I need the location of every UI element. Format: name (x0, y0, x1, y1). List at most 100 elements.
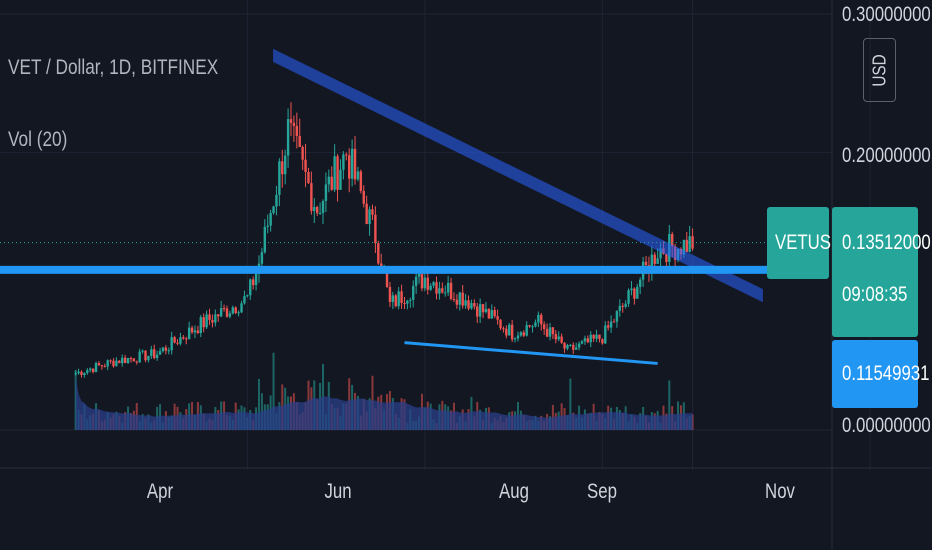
candle-body (231, 307, 234, 314)
candle-body (135, 361, 138, 363)
candle-body (528, 325, 531, 327)
candle-body (671, 233, 674, 247)
symbol-tag[interactable]: VETUSD (767, 207, 843, 279)
candle-body (397, 291, 400, 307)
candle-body (289, 119, 293, 123)
candle-body (150, 349, 153, 356)
time-tick-label: Sep (587, 480, 617, 503)
time-tick-label: Aug (499, 480, 529, 503)
candle-body (548, 327, 552, 337)
symbol-title: VET / Dollar, 1D, BITFINEX (8, 56, 219, 79)
volume-indicator-label[interactable]: Vol (20) (8, 128, 68, 151)
candle-body (89, 368, 92, 371)
candle-body (682, 239, 686, 255)
candle-body (650, 254, 654, 274)
candle-body (324, 184, 328, 202)
candle-body (176, 342, 179, 344)
candle-body (455, 299, 459, 305)
volume-bar (272, 352, 275, 430)
candle-body (77, 371, 80, 374)
candle-body (412, 285, 415, 300)
candle-body (432, 282, 435, 286)
candle-body (106, 360, 109, 367)
candle-body (185, 338, 188, 340)
candle-body (246, 295, 249, 297)
candle-body (362, 190, 365, 204)
candle-body (170, 337, 173, 351)
time-tick-label: Apr (146, 480, 174, 503)
candle-body (336, 156, 339, 190)
candle-body (298, 135, 301, 147)
candle-body (644, 261, 648, 266)
candle-body (438, 288, 441, 294)
candle-body (318, 212, 322, 214)
candle-body (304, 159, 307, 172)
candle-body (281, 161, 284, 175)
candle-body (295, 125, 299, 136)
candle-body (586, 338, 590, 343)
candle-body (109, 360, 112, 362)
price-tick-label: 0.00000000 (842, 414, 931, 437)
candle-body (636, 286, 639, 299)
candle-body (193, 330, 197, 333)
candle-body (272, 206, 275, 214)
candle-body (566, 345, 569, 349)
candle-body (551, 327, 555, 334)
last-price-tag[interactable]: 0.13512000 09:08:35 (832, 207, 931, 337)
candle-body (458, 292, 461, 305)
candle-body (665, 253, 668, 262)
candle-body (138, 351, 141, 363)
candle-body (429, 285, 432, 290)
candle-body (118, 360, 121, 364)
volume-bar (569, 378, 572, 430)
candle-body (385, 272, 389, 287)
candle-body (563, 342, 566, 349)
candle-body (251, 279, 255, 286)
candle-body (534, 322, 537, 327)
candle-body (132, 358, 136, 362)
time-tick-label: Nov (765, 480, 795, 503)
candle-body (225, 308, 229, 317)
candle-body (153, 349, 156, 358)
candle-body (234, 307, 237, 314)
candle-body (228, 313, 232, 317)
candle-body (400, 291, 403, 304)
candle-body (199, 317, 202, 333)
candle-body (283, 155, 287, 175)
candle-body (112, 360, 115, 367)
candle-body (420, 273, 424, 289)
candle-body (461, 292, 464, 306)
candle-body (542, 324, 546, 329)
volume-ma-area (75, 376, 693, 430)
candle-body (478, 304, 482, 317)
candle-body (359, 171, 363, 191)
candle-body (167, 350, 170, 352)
price-tick-label: 0.30000000 (842, 3, 931, 26)
descending-trendline[interactable] (273, 48, 763, 303)
candle-body (452, 298, 456, 300)
candle-body (557, 336, 560, 340)
candle-body (74, 373, 77, 375)
candle-body (333, 156, 336, 190)
candle-body (653, 254, 656, 264)
candle-body (103, 366, 106, 368)
candle-body (441, 288, 444, 293)
horizontal-line-price-tag[interactable]: 0.11549931 (832, 340, 930, 408)
currency-button[interactable]: USD (863, 38, 896, 102)
candle-body (100, 365, 104, 367)
volume-bar (257, 378, 260, 430)
candle-body (508, 324, 511, 336)
candle-body (394, 295, 397, 307)
candle-body (639, 279, 642, 287)
candle-body (621, 305, 624, 307)
candle-body (487, 308, 491, 319)
support-line[interactable] (404, 341, 658, 365)
horizontal-line[interactable] (0, 265, 780, 274)
price-tick-label: 0.20000000 (842, 144, 931, 167)
candle-body (292, 122, 296, 126)
candle-body (444, 292, 447, 294)
candle-body (464, 300, 467, 306)
candle-body (327, 176, 331, 185)
candle-body (580, 341, 584, 344)
